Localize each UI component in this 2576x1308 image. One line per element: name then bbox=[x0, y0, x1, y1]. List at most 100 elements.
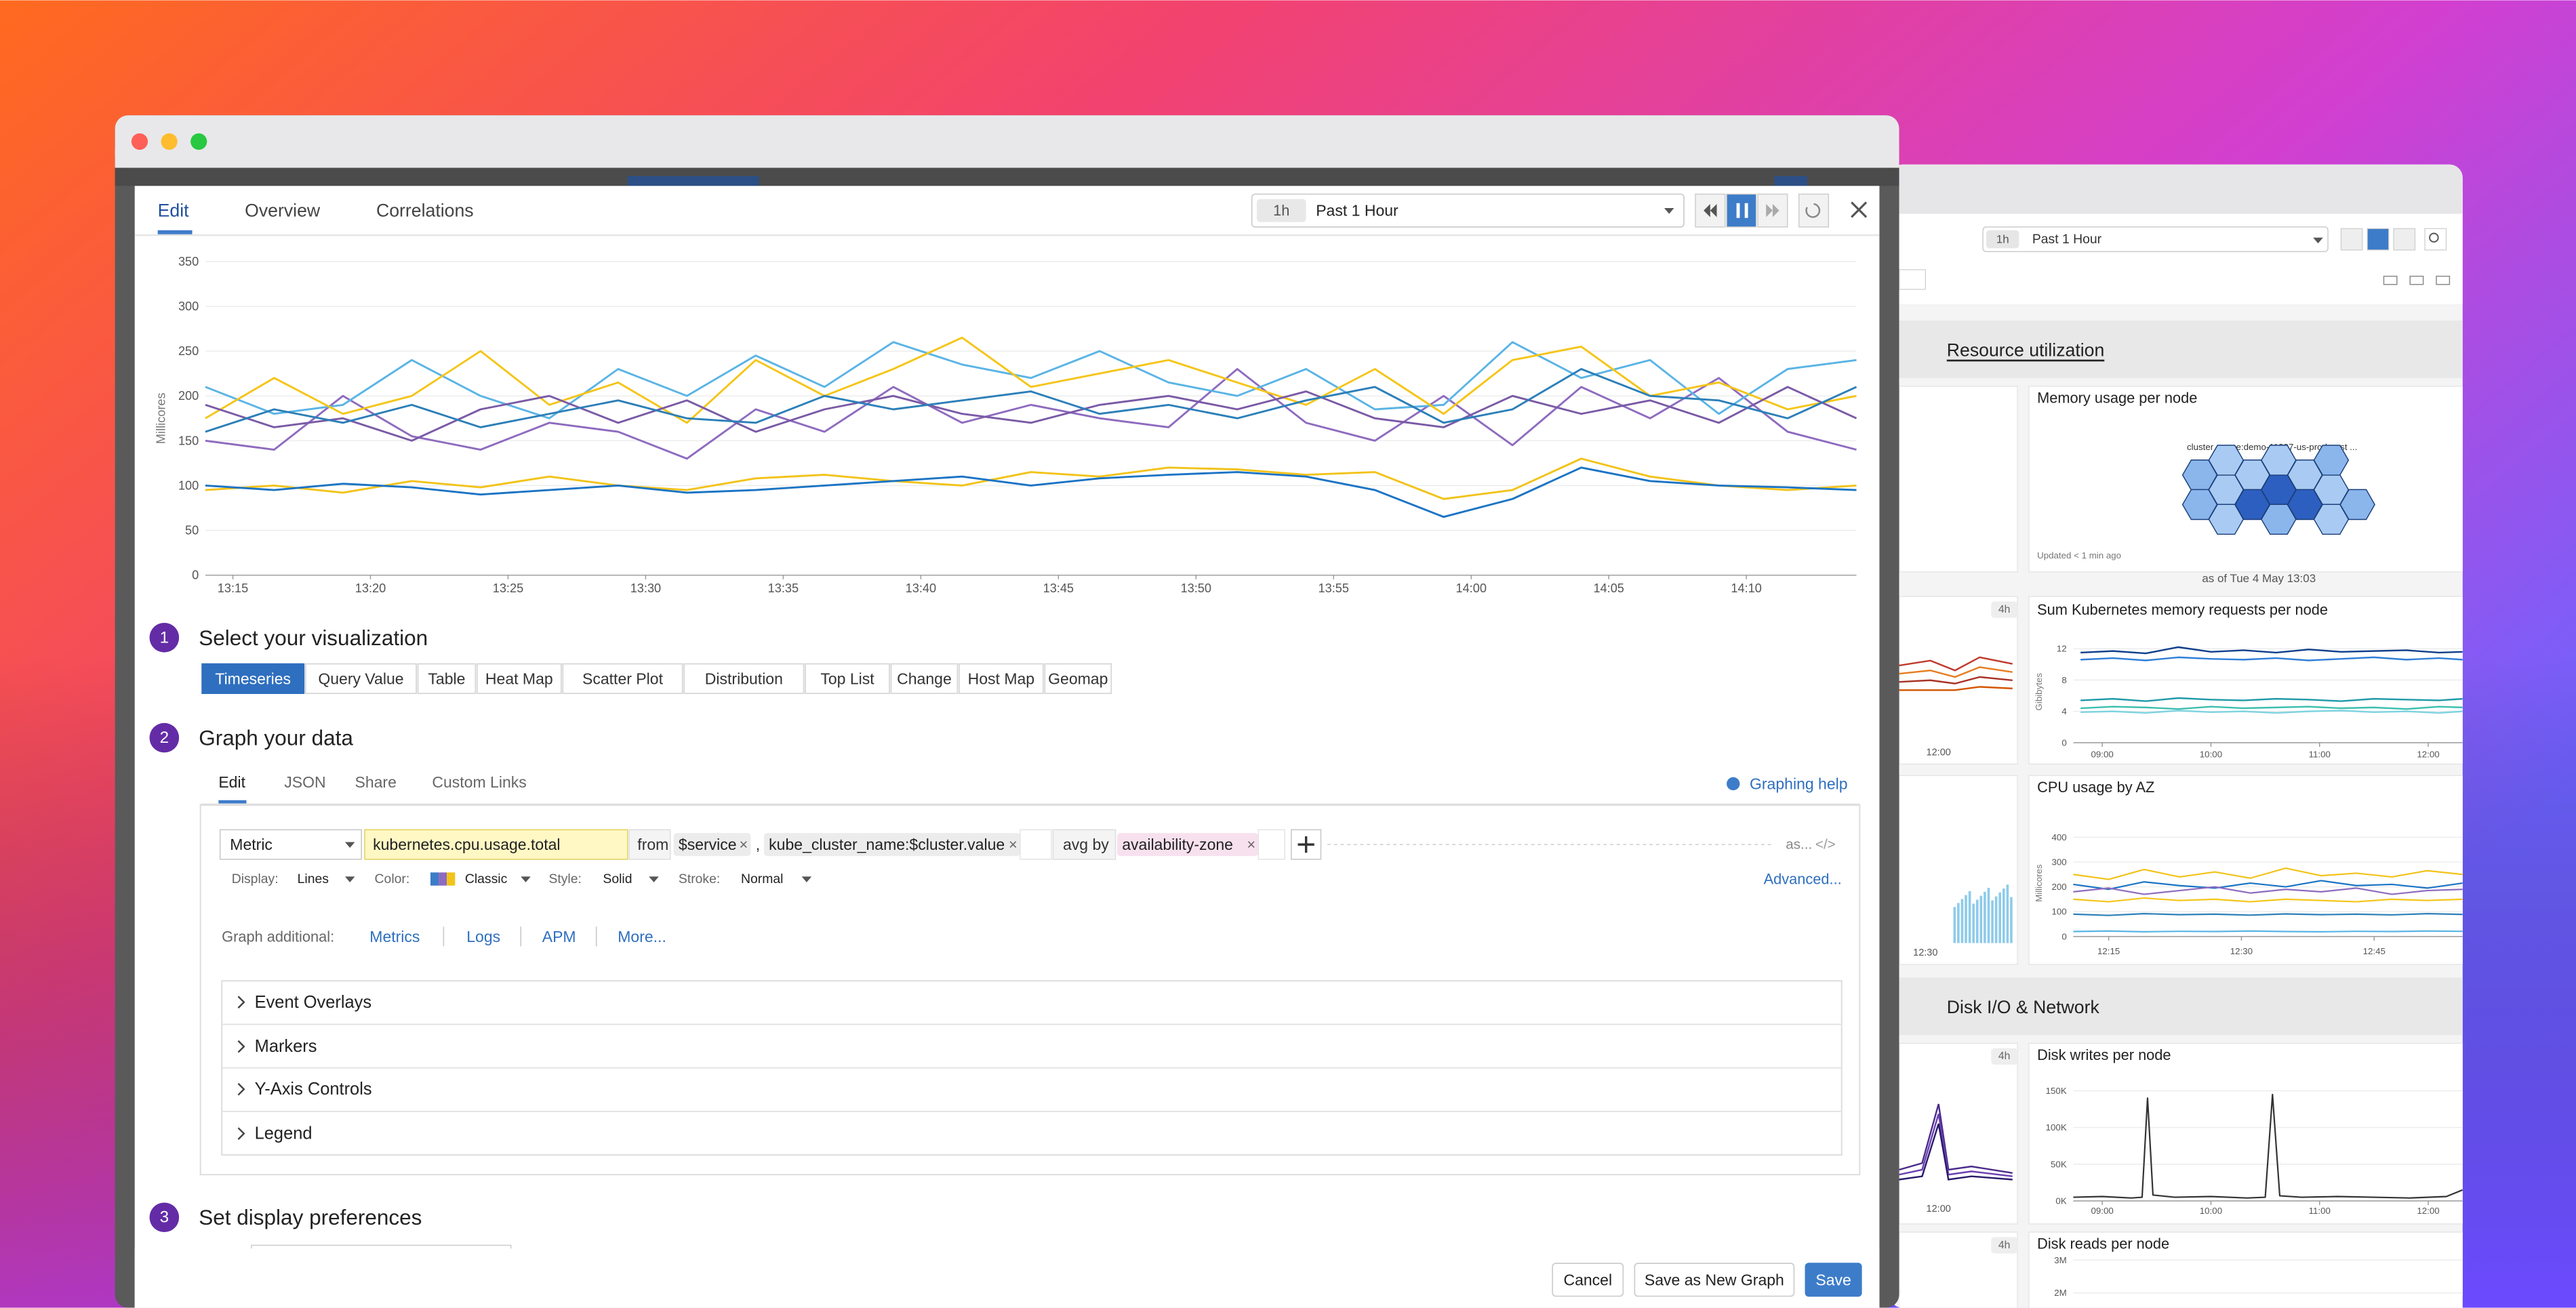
footer-button[interactable] bbox=[1634, 1263, 1795, 1297]
caret bbox=[1664, 208, 1674, 214]
group-header bbox=[1899, 977, 2463, 1036]
step-badge bbox=[149, 1202, 180, 1233]
widget-title: Sum Kubernetes memory requests per node bbox=[2037, 601, 2328, 618]
section-title[interactable]: Legend bbox=[255, 1124, 313, 1143]
playback-button[interactable] bbox=[2340, 228, 2363, 251]
remove-icon[interactable]: × bbox=[740, 836, 748, 853]
series-line bbox=[205, 457, 1857, 500]
visualization-button[interactable] bbox=[562, 663, 683, 695]
hostmap-cell bbox=[2339, 489, 2375, 520]
time-picker[interactable] bbox=[1982, 226, 2329, 252]
partial-bar bbox=[2006, 884, 2009, 943]
visualization-label: Change bbox=[897, 670, 952, 687]
caret bbox=[649, 876, 659, 882]
section-title[interactable]: Markers bbox=[255, 1037, 317, 1056]
widget-badge-text: 4h bbox=[1998, 1050, 2011, 1062]
option-value[interactable]: Classic bbox=[465, 872, 508, 886]
query-tab[interactable]: Custom Links bbox=[432, 773, 526, 791]
from-label: from bbox=[637, 836, 668, 853]
chevron bbox=[237, 1040, 245, 1053]
forward-icon bbox=[1766, 203, 1779, 218]
window-control[interactable] bbox=[161, 133, 178, 150]
partial-bar bbox=[1984, 891, 1986, 943]
query-tab[interactable]: Share bbox=[355, 773, 396, 791]
advanced-link[interactable]: Advanced... bbox=[1764, 871, 1842, 888]
y-tick-label: 50 bbox=[185, 524, 199, 537]
x-tick-label: 14:05 bbox=[1593, 581, 1624, 595]
time-badge-text: 1h bbox=[1273, 202, 1289, 219]
remove-icon[interactable]: × bbox=[1009, 836, 1018, 853]
modal-tab[interactable]: Correlations bbox=[376, 201, 474, 221]
color-swatch bbox=[439, 872, 447, 886]
time-badge-text: 1h bbox=[1996, 233, 2009, 246]
metric-input[interactable] bbox=[364, 829, 628, 860]
close-icon[interactable] bbox=[1851, 201, 1868, 218]
widget-card bbox=[2028, 1042, 2463, 1225]
x-tick-label: 13:50 bbox=[1181, 581, 1211, 595]
step-badge bbox=[149, 722, 180, 753]
visualization-button[interactable] bbox=[958, 663, 1044, 695]
code-toggle[interactable]: </> bbox=[1815, 837, 1836, 853]
visualization-button[interactable] bbox=[201, 663, 305, 695]
query-tab[interactable]: JSON bbox=[284, 773, 325, 791]
alias[interactable]: as... bbox=[1786, 837, 1812, 853]
section-title[interactable]: Event Overlays bbox=[255, 993, 371, 1012]
playback-button[interactable] bbox=[2393, 228, 2416, 251]
visualization-label: Timeseries bbox=[215, 670, 291, 687]
visualization-label: Host Map bbox=[968, 670, 1035, 687]
group-input bbox=[1257, 829, 1285, 860]
time-badge bbox=[1256, 199, 1306, 222]
playback-button[interactable] bbox=[1798, 193, 1830, 228]
source-select[interactable] bbox=[219, 829, 363, 860]
filter-input bbox=[1020, 829, 1052, 860]
visualization-button[interactable] bbox=[1044, 663, 1112, 695]
chevron bbox=[237, 1082, 245, 1096]
section-title[interactable]: Y-Axis Controls bbox=[255, 1080, 372, 1099]
separator: , bbox=[756, 836, 760, 853]
modal-tab[interactable]: Edit bbox=[158, 201, 190, 221]
partial-line bbox=[1899, 1113, 2013, 1177]
visualization-button[interactable] bbox=[417, 663, 477, 695]
rewind-icon bbox=[1704, 203, 1717, 218]
time-picker[interactable] bbox=[1251, 193, 1685, 228]
x-tick-label: 12:15 bbox=[2097, 946, 2120, 956]
search-button[interactable] bbox=[2424, 228, 2447, 251]
pause-icon bbox=[1736, 203, 1740, 218]
aggregation-label: avg by bbox=[1063, 836, 1109, 853]
footer-button[interactable] bbox=[1805, 1263, 1862, 1297]
visualization-button[interactable] bbox=[304, 663, 417, 695]
series-line bbox=[2080, 697, 2463, 702]
dimmed-button bbox=[1774, 176, 1807, 186]
visualization-button[interactable] bbox=[683, 663, 805, 695]
color-swatch bbox=[430, 872, 439, 886]
graph-additional-link[interactable]: More... bbox=[618, 928, 666, 945]
x-tick-label: 10:00 bbox=[2200, 749, 2222, 759]
footer-button[interactable] bbox=[1552, 1263, 1624, 1297]
y-tick-label: 100 bbox=[2052, 907, 2067, 917]
option-value[interactable]: Solid bbox=[603, 872, 632, 886]
y-tick-label: 400 bbox=[2052, 832, 2067, 842]
remove-icon[interactable]: × bbox=[1247, 836, 1255, 853]
window-control[interactable] bbox=[190, 133, 207, 150]
visualization-button[interactable] bbox=[890, 663, 959, 695]
query-tab[interactable]: Edit bbox=[218, 773, 245, 791]
visualization-button[interactable] bbox=[476, 663, 562, 695]
option-value[interactable]: Normal bbox=[741, 872, 783, 886]
group-title: Resource utilization bbox=[1947, 340, 2104, 361]
visualization-label: Distribution bbox=[705, 670, 783, 687]
toolbar-icon bbox=[2409, 275, 2424, 285]
graph-additional-link[interactable]: Logs bbox=[466, 928, 500, 945]
series-line bbox=[205, 341, 1857, 420]
widget-title: CPU usage by AZ bbox=[2037, 779, 2154, 796]
option-value[interactable]: Lines bbox=[298, 872, 329, 886]
visualization-button[interactable] bbox=[805, 663, 890, 695]
graph-additional-link[interactable]: Metrics bbox=[369, 928, 420, 945]
playback-button[interactable] bbox=[2367, 228, 2390, 251]
graph-additional-link[interactable]: APM bbox=[542, 928, 576, 945]
graphing-help[interactable]: Graphing help bbox=[1750, 775, 1848, 792]
modal-tab[interactable]: Overview bbox=[245, 201, 321, 221]
aggregation-box bbox=[1052, 829, 1116, 860]
partial-line bbox=[1899, 676, 2013, 684]
playback-button[interactable] bbox=[1726, 193, 1757, 228]
window-control[interactable] bbox=[131, 133, 148, 150]
